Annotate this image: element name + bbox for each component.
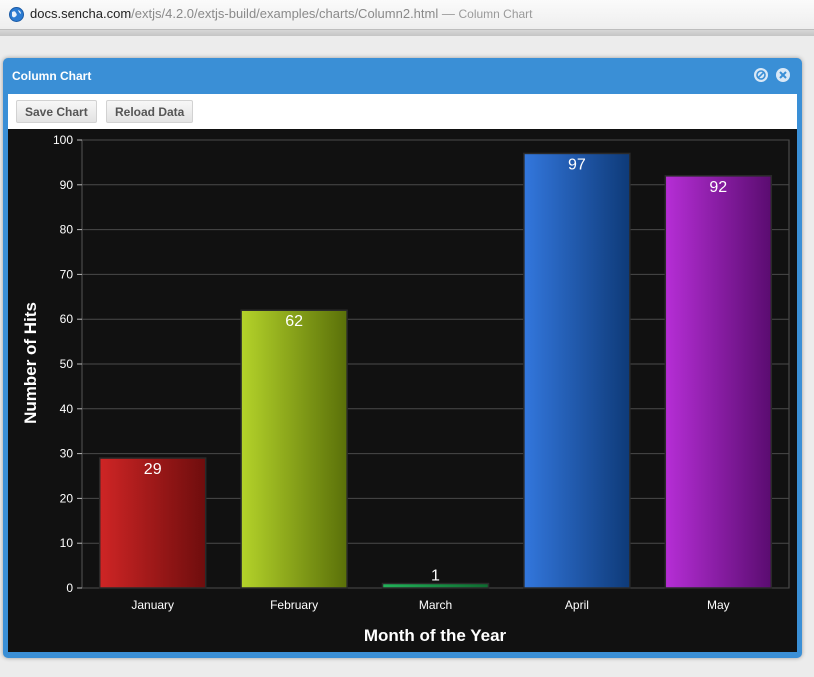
minimize-icon[interactable] [754, 68, 768, 82]
y-axis-title: Number of Hits [21, 302, 40, 424]
column-chart-window: Column Chart Save Chart Reload Data 0 10 2… [3, 58, 802, 658]
data-label: 1 [431, 568, 440, 585]
y-tick-label: 100 [53, 133, 73, 147]
x-axis-title: Month of the Year [364, 626, 507, 645]
reload-data-button[interactable]: Reload Data [106, 100, 194, 123]
bar-may[interactable] [664, 175, 773, 589]
data-label: 62 [285, 313, 303, 330]
y-tick-label: 40 [60, 402, 74, 416]
x-tick-label: March [419, 598, 452, 612]
save-chart-button[interactable]: Save Chart [16, 100, 97, 123]
y-tick-label: 50 [60, 357, 74, 371]
title-separator: — [438, 6, 459, 21]
y-tick-label: 90 [60, 178, 74, 192]
y-tick-label: 70 [60, 267, 74, 281]
bar-april[interactable] [523, 152, 631, 589]
y-tick-label: 20 [60, 491, 74, 505]
globe-icon [9, 7, 24, 22]
close-icon[interactable] [776, 68, 790, 82]
chart-area: 0 10 20 30 40 50 60 70 80 90 100 29 62 1 97 92 January… [8, 129, 797, 652]
data-label: 97 [568, 156, 586, 173]
url-host: docs.sencha.com [30, 6, 132, 21]
browser-toolbar-strip [0, 30, 814, 36]
browser-address-bar[interactable]: docs.sencha.com/extjs/4.2.0/extjs-build/… [0, 0, 814, 30]
x-tick-label: February [270, 598, 318, 612]
bar-february[interactable] [240, 309, 348, 589]
data-label: 92 [709, 179, 727, 196]
y-tick-label: 80 [60, 223, 74, 237]
x-tick-label: January [131, 598, 174, 612]
bar-january[interactable] [98, 457, 207, 589]
window-title: Column Chart [12, 69, 92, 83]
window-header[interactable]: Column Chart [3, 58, 802, 94]
url-text[interactable]: docs.sencha.com/extjs/4.2.0/extjs-build/… [30, 6, 533, 21]
x-tick-label: May [707, 598, 730, 612]
x-tick-label: April [565, 598, 589, 612]
y-tick-label: 0 [66, 581, 73, 595]
y-tick-label: 30 [60, 447, 74, 461]
y-tick-label: 60 [60, 312, 74, 326]
data-label: 29 [144, 461, 162, 478]
window-toolbar: Save Chart Reload Data [8, 94, 797, 129]
column-chart: 0 10 20 30 40 50 60 70 80 90 100 29 62 1 97 92 January… [21, 133, 790, 645]
bar-march[interactable] [381, 582, 490, 589]
browser-page-title: Column Chart [458, 7, 533, 21]
url-path: /extjs/4.2.0/extjs-build/examples/charts… [131, 6, 439, 21]
y-tick-label: 10 [60, 536, 74, 550]
